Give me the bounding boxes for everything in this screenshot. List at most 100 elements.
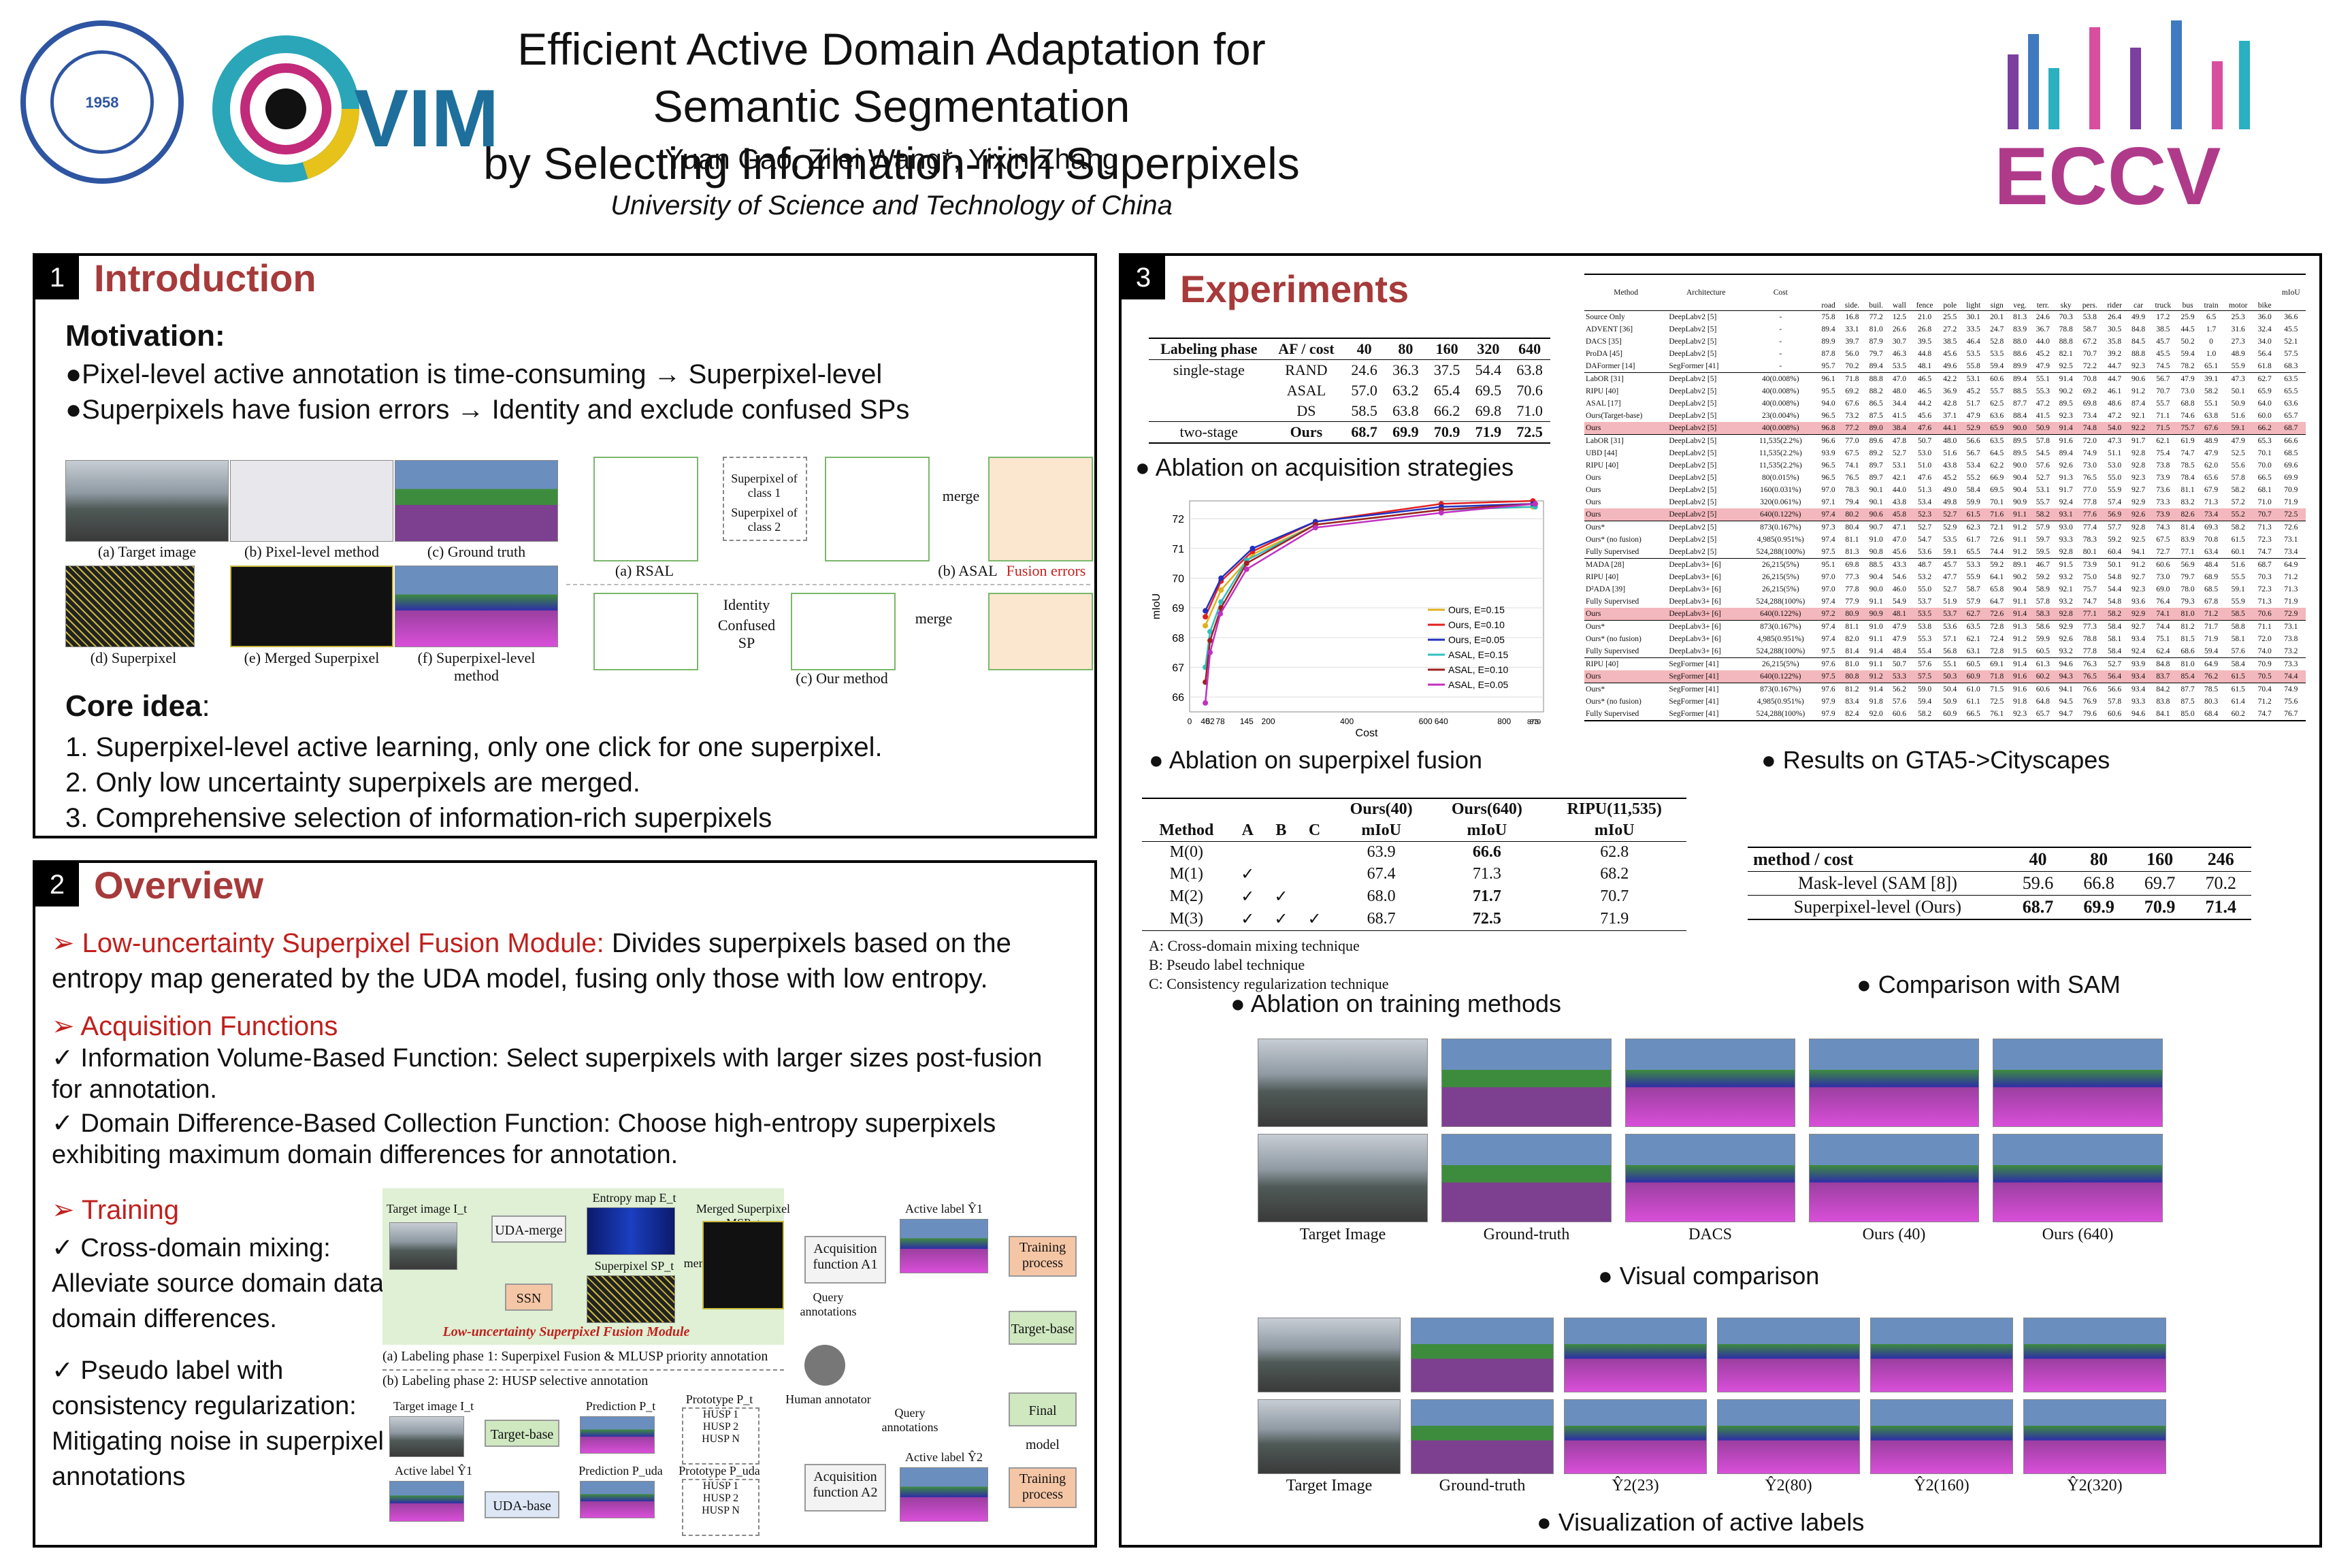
gta-cell: 50.9 [2231,399,2245,408]
gta-cell: 58.4 [2108,623,2122,631]
gta-cell: 68.7 [2284,424,2298,432]
gta-cell: 89.6 [1869,437,1883,445]
gta-cell: 62.0 [2204,461,2219,470]
gta-cell: 71.7 [2204,623,2219,631]
af-cell: 65.4 [1433,382,1460,399]
pipeline-diagram: Target image I_t UDA-merge SSN Entropy m… [382,1188,1090,1536]
caption-sam: ● Comparison with SAM [1857,970,2121,999]
gta-cell: 52.7 [1943,510,1957,519]
target-image-label: Target image I_t [393,1399,474,1413]
title-line-2: by Selecting Information-rich Superpixel… [483,138,1300,189]
gta-cell: 58.1 [2108,635,2122,643]
y-tick-label: 67 [1172,663,1184,674]
gta-cell: 76.7 [2284,710,2298,718]
gta-row: Fully Supervised DeepLabv2 [5] 524,288(100… [1584,546,2306,559]
gta-cell: 53.8 [2082,313,2097,321]
y-axis-label: mIoU [1151,593,1162,619]
gta-cell: 61.8 [2257,362,2272,370]
training-row: M(1) ✓ 67.4 71.3 68.2 [1142,863,1686,885]
col-miou: mIoU [1361,821,1401,839]
gta-col-header: pers. [2082,301,2097,310]
gta-cell: 57.6 [2231,647,2245,655]
gta-cell: 72.7 [2156,548,2170,556]
gta-cell: 71.5 [1990,685,2004,693]
rsal-grid [593,457,698,561]
gta-cell: 4,985(0.951%) [1757,635,1804,643]
sam-cell: 70.2 [2205,873,2236,893]
gta-cell: 91.8 [1869,698,1883,706]
gta-cell: 76.4 [2156,598,2170,606]
gta-cell: 62.2 [1990,461,2004,470]
gta-cell: 91.4 [2059,375,2073,383]
gta-cell: 80.2 [1845,510,1859,519]
gta-cell: 25.9 [2180,313,2195,321]
husp-item: HUSP 1 [702,1409,739,1420]
gta-cell: 64.7 [1990,598,2004,606]
gta-col-header: Cost [1773,289,1788,297]
check-item: ✓ Cross-domain mixing: Alleviate source … [52,1230,392,1337]
gta-cell: 84.5 [2131,338,2146,346]
gta-cell: 51.6 [2231,412,2245,420]
gta-cell: 52.7 [2108,660,2122,668]
gta-cell: 39.7 [1845,338,1859,346]
gta-cell: 89.1 [2012,561,2027,569]
col-af-cost: AF / cost [1278,340,1335,357]
gta-cell: 82.6 [2180,510,2195,519]
gta-cell: 52.7 [1918,523,1932,532]
gta-cell: 52.5 [2231,449,2245,457]
gta-cell: Ours [1586,486,1601,494]
gta-cell: 47.7 [1943,573,1957,581]
gta-cell: 77.1 [2180,548,2195,556]
gta-cell: 91.7 [2131,437,2146,445]
gta-cell: 58.6 [2036,623,2050,631]
gta-cell: 78.4 [2180,474,2195,482]
gta-cell: 70.0 [2257,461,2272,470]
gta-cell: 65.9 [1990,424,2004,432]
gta-cell: 40(0.008%) [1761,424,1799,432]
arrow-icon: ➢ [52,1195,75,1225]
gta-cell: 46.5 [1918,387,1932,395]
sam-cell: 71.4 [2205,897,2236,917]
gta-cell: 66.6 [2284,437,2298,445]
af-cell: 69.5 [1475,382,1502,399]
superpixel-label: Superpixel SP_t [594,1259,674,1273]
gta-cell: 57.5 [1918,672,1932,681]
gta-cell: 91.3 [2012,623,2027,631]
gta-cell: 89.5 [2059,399,2073,408]
gta-cell: 92.3 [2131,585,2146,593]
gta-cell: 88.0 [2012,338,2027,346]
gta-cell: 55.9 [2108,486,2122,494]
gta-cell: 40(0.008%) [1761,399,1799,408]
check-icon: ✓ [52,1356,74,1385]
gta-cell: 47.6 [1918,474,1932,482]
gta-cell: 31.6 [2231,325,2245,333]
gta-cell: 61.5 [2231,685,2245,693]
gta-cell: 57.9 [2036,523,2050,532]
training-cell-value: 71.9 [1600,910,1629,928]
af-cell: 71.9 [1475,423,1502,440]
gta-row: Ours DeepLabv3+ [6] 640(0.122%) 97.2 80.9 90.… [1584,608,2306,621]
gta-cell: 59.7 [2036,536,2050,544]
superpixel-strategy-diagram: Superpixel of class 1 Superpixel of clas… [566,453,1093,687]
vis-ours640-2 [1993,1134,2163,1222]
gta-cell: 80.1 [2082,548,2097,556]
arrow-icon: ➢ [52,1011,75,1041]
gta-cell: 73.1 [2284,536,2298,544]
gta-cell: 92.6 [2059,461,2073,470]
gta-cell: 57.8 [2036,437,2050,445]
gta-cell: 73.1 [2284,623,2298,631]
gta-row: ProDA [45] DeepLabv2 [5] - 87.8 56.0 79.7 46.3… [1584,348,2306,360]
fusion-module-head: Low-uncertainty Superpixel Fusion Module… [82,928,604,958]
x-tick-label: 40 [1200,717,1210,726]
gta-cell: 27.2 [1943,325,1957,333]
gta-cell: Fully Supervised [1586,647,1639,655]
gta-cell: 59.1 [1943,548,1957,556]
gta-cell: 90.4 [1869,573,1883,581]
gta-cell: 68.5 [2284,449,2298,457]
gta-cell: 76.5 [2082,474,2097,482]
gta-cell: 47.9 [1892,623,1906,631]
active-label-1-thumb [900,1219,988,1273]
vis-label: Ours (40) [1862,1226,1926,1243]
gta-cell: 97.0 [1821,585,1835,593]
gta-cell: 92.8 [2131,523,2146,532]
